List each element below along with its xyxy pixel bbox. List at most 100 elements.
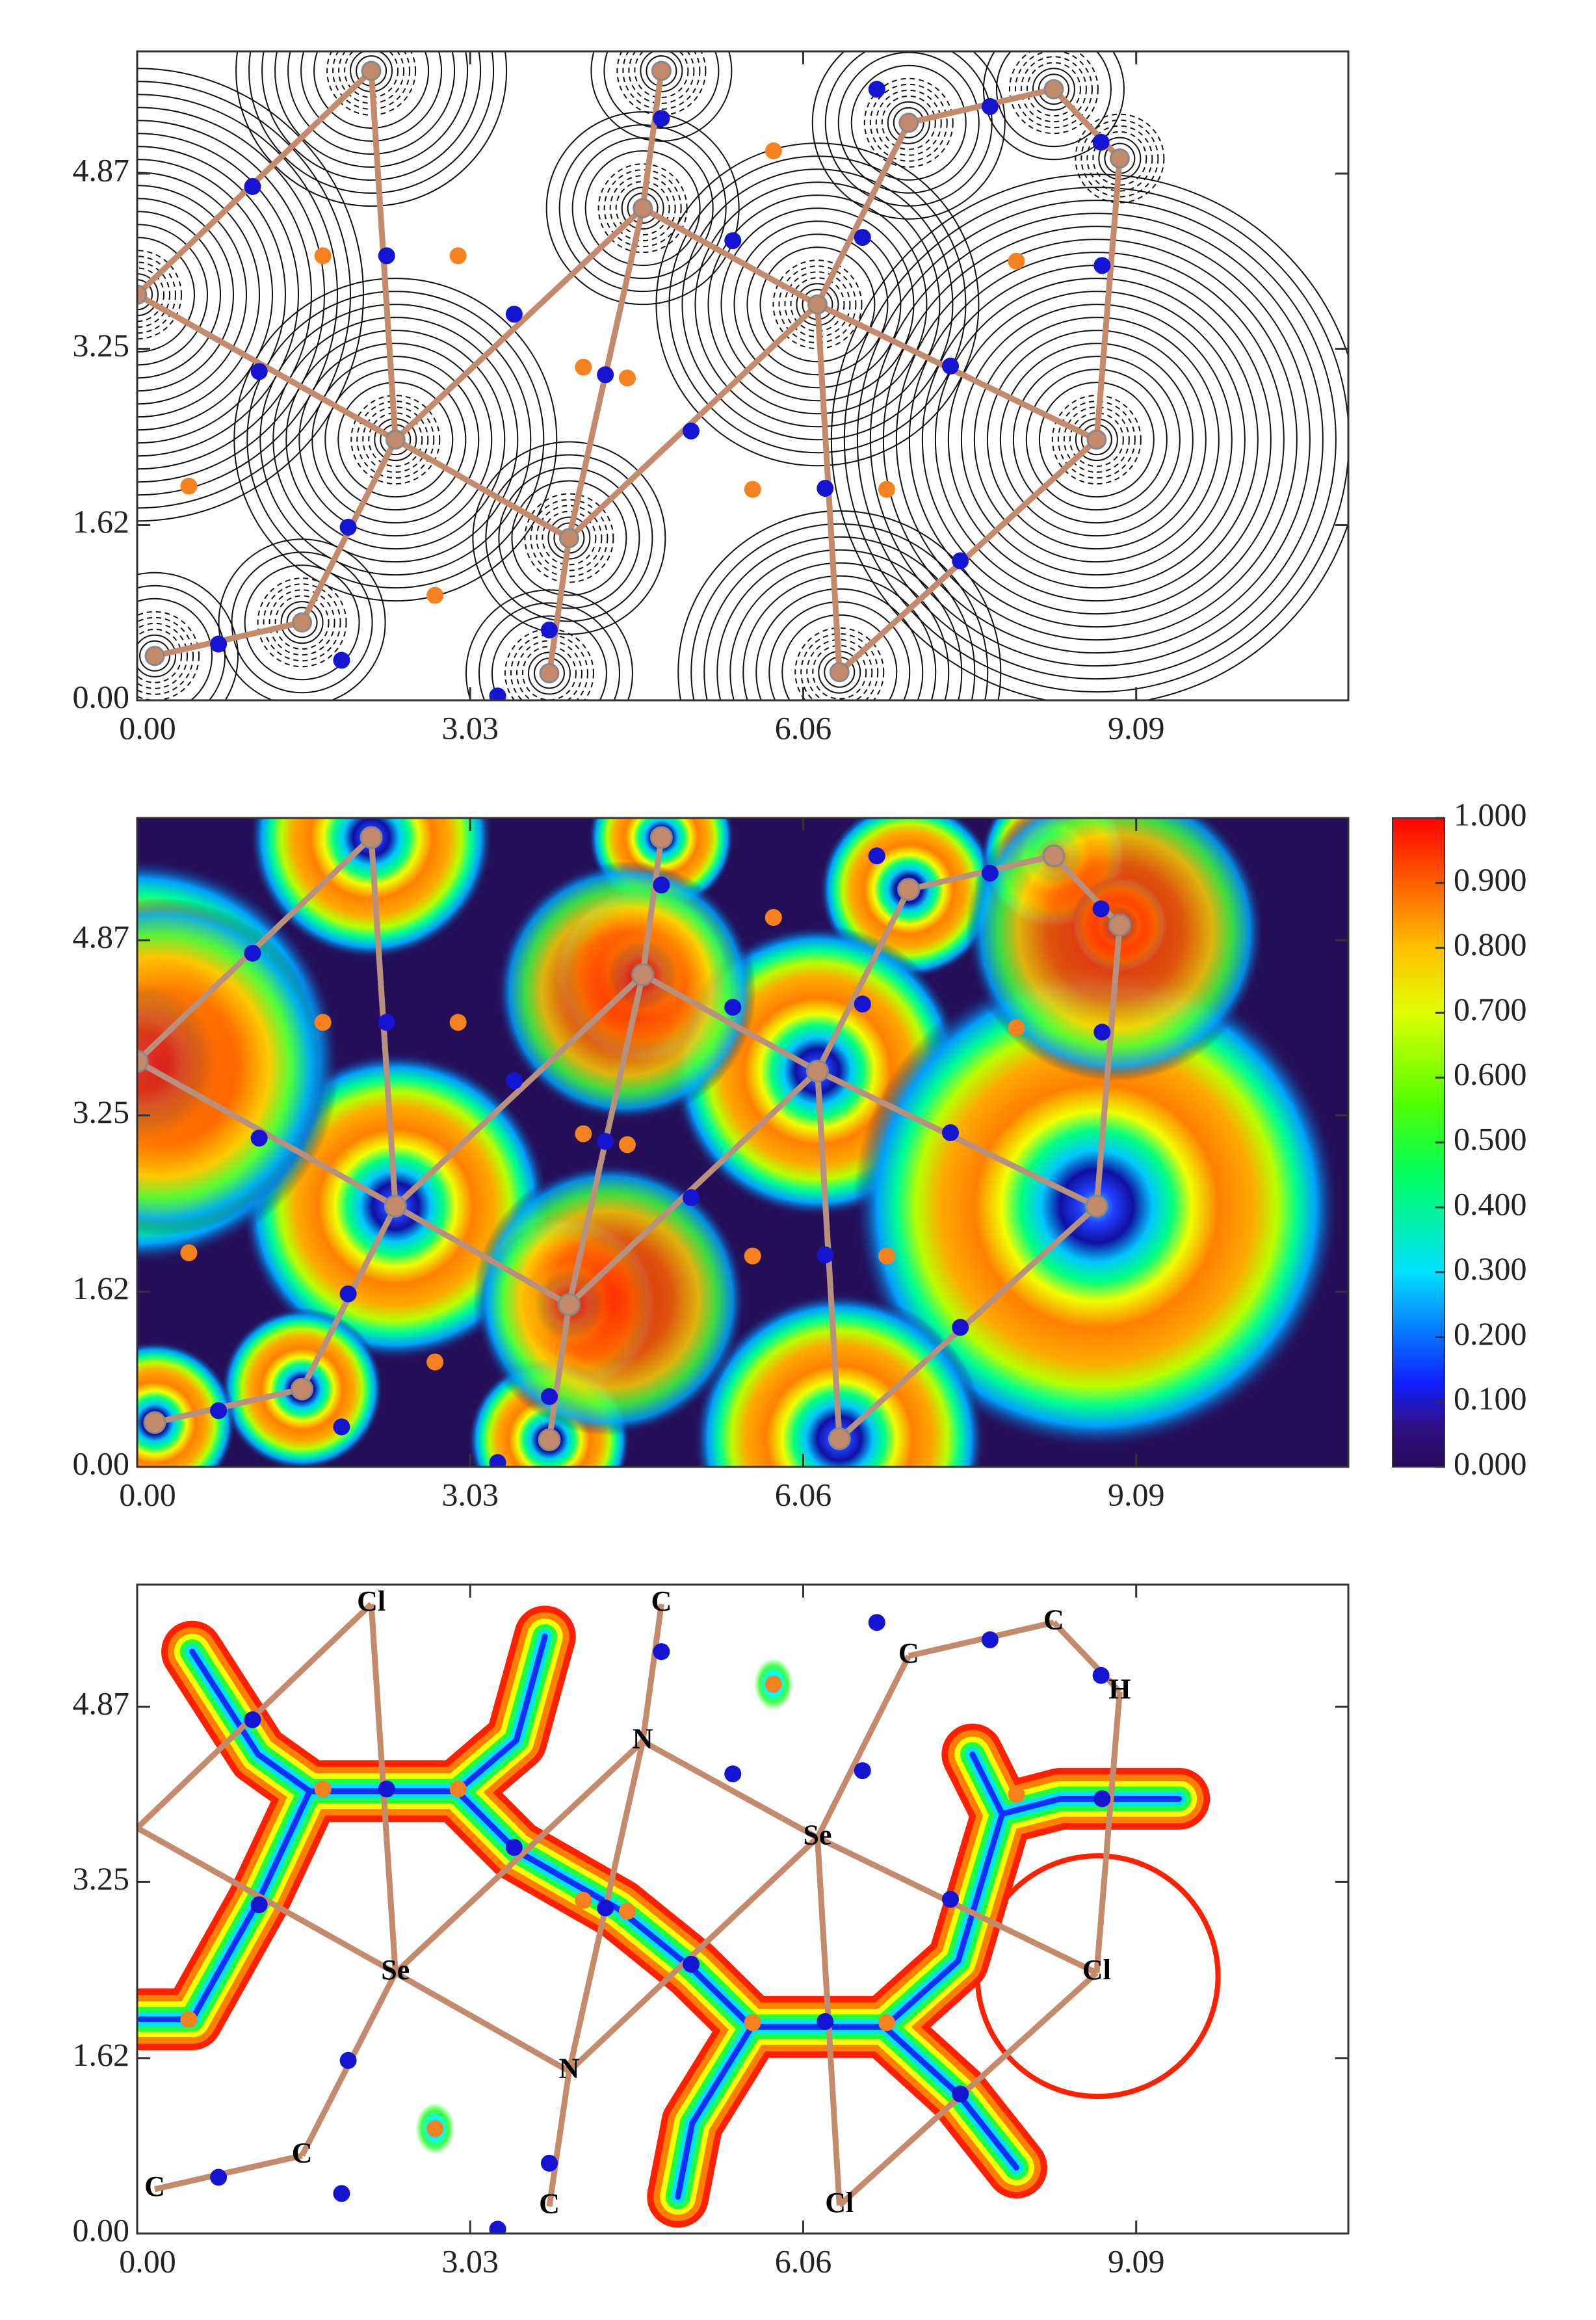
bcp-point <box>1092 1667 1110 1684</box>
rdg-isosurface <box>969 1751 1005 1817</box>
bcp-point <box>333 1418 350 1436</box>
contour-line <box>137 585 226 700</box>
contour-line <box>1069 412 1124 468</box>
bond-path <box>154 2152 303 2193</box>
contour-line <box>344 51 399 98</box>
colorbar-tick-label: 0.800 <box>1454 926 1527 962</box>
contour-line <box>882 226 1311 654</box>
contour-line <box>558 124 727 293</box>
bcp-point <box>597 366 614 384</box>
contour-line <box>1038 382 1155 498</box>
x-tick-label: 0.00 <box>119 2243 176 2279</box>
contour-line <box>137 172 260 418</box>
bcp-point <box>489 687 506 700</box>
contour-line <box>755 588 924 700</box>
rcp-point <box>575 1892 592 1909</box>
bcp-point <box>854 995 871 1013</box>
colorbar-tick-label: 1.000 <box>1454 796 1527 832</box>
bcp-point <box>854 1762 871 1780</box>
bcp-point <box>333 652 350 669</box>
rcp-point <box>180 477 198 495</box>
bcp-point <box>597 1899 614 1917</box>
rcp-point <box>744 1247 761 1265</box>
contour-line <box>231 551 373 694</box>
bond-path <box>908 1619 1054 1659</box>
contour-line <box>338 51 405 104</box>
contour-line <box>746 233 889 376</box>
panel: Cl C C C H N Se Se Cl N C C C Cl 0.00 3.03 6.06 9.09 0.00 1… <box>73 1583 1350 2279</box>
contour-line <box>584 150 701 267</box>
rcp-point <box>426 587 444 604</box>
bcp-point <box>505 306 523 323</box>
atom <box>649 826 673 849</box>
atom-label: Se <box>803 1819 831 1851</box>
bcp-point <box>683 1189 700 1206</box>
contour-line <box>137 237 195 353</box>
plot-frame <box>136 1583 1350 2235</box>
bond-path <box>816 1068 1098 1209</box>
bond-path <box>641 972 819 1074</box>
bcp-point <box>952 552 969 570</box>
bcp-point <box>1092 900 1110 917</box>
bcp-point <box>724 1765 742 1783</box>
colorbar-tick-label: 0.600 <box>1454 1056 1527 1092</box>
bcp-point <box>250 1896 268 1914</box>
elf-halo <box>693 1292 986 1467</box>
bcp-point <box>724 999 742 1016</box>
rcp-point <box>426 1353 444 1371</box>
y-tick-label: 4.87 <box>73 1685 130 1721</box>
contour-line <box>137 146 286 444</box>
rcp-point <box>426 2120 444 2137</box>
contour-line <box>703 536 976 700</box>
contour-line <box>511 480 627 596</box>
y-tick-label: 1.62 <box>73 1270 130 1306</box>
contour-line <box>272 317 519 563</box>
plot-frame <box>136 50 1350 702</box>
panel: 0.00 3.03 6.06 9.09 0.00 1.62 3.25 4.87 <box>73 50 1350 746</box>
bond-path <box>815 888 911 1073</box>
contour-line <box>542 510 597 566</box>
contour-line <box>298 343 493 537</box>
contour-line <box>778 265 857 344</box>
contour-line <box>268 589 335 656</box>
atom <box>292 612 313 633</box>
rcp-point <box>449 1780 467 1798</box>
atom <box>631 963 655 986</box>
bond-path <box>908 852 1054 893</box>
contour-line <box>248 51 495 194</box>
x-tick-label: 9.09 <box>1108 1476 1165 1512</box>
colorbar-tick-label: 0.900 <box>1454 861 1527 897</box>
rcp-point <box>765 909 782 927</box>
atom-label: Se <box>381 1954 410 1986</box>
colorbar-tick-label: 0.000 <box>1454 1445 1527 1481</box>
bcp-point <box>250 1129 268 1147</box>
bond-path <box>1093 1691 1123 1973</box>
contour-line <box>887 101 930 144</box>
bond-path <box>1093 158 1123 440</box>
x-tick-label: 3.03 <box>441 709 499 746</box>
contour-line <box>263 583 341 662</box>
contour-line <box>137 256 176 334</box>
contour-line <box>634 51 689 98</box>
contour-line <box>707 194 928 415</box>
contour-line <box>244 564 360 681</box>
bond-path <box>393 205 645 442</box>
atom-label: C <box>1043 1603 1064 1635</box>
bond-path <box>1093 925 1123 1207</box>
contour-line <box>137 94 338 496</box>
contour-line <box>995 51 1112 148</box>
bcp-point <box>597 1133 614 1150</box>
rcp-point <box>180 1244 198 1261</box>
contour-line <box>465 589 633 700</box>
contour-line <box>1080 119 1159 198</box>
y-tick-label: 0.00 <box>73 2211 130 2248</box>
contour-line <box>1012 356 1181 524</box>
bond-path <box>816 302 1098 443</box>
bcp-point <box>244 178 261 195</box>
contour-line <box>895 239 1298 641</box>
contour-line <box>274 51 469 168</box>
bond-path <box>546 2070 572 2208</box>
contour-line <box>137 572 239 700</box>
contour-line <box>694 181 941 428</box>
atom <box>143 1411 166 1434</box>
